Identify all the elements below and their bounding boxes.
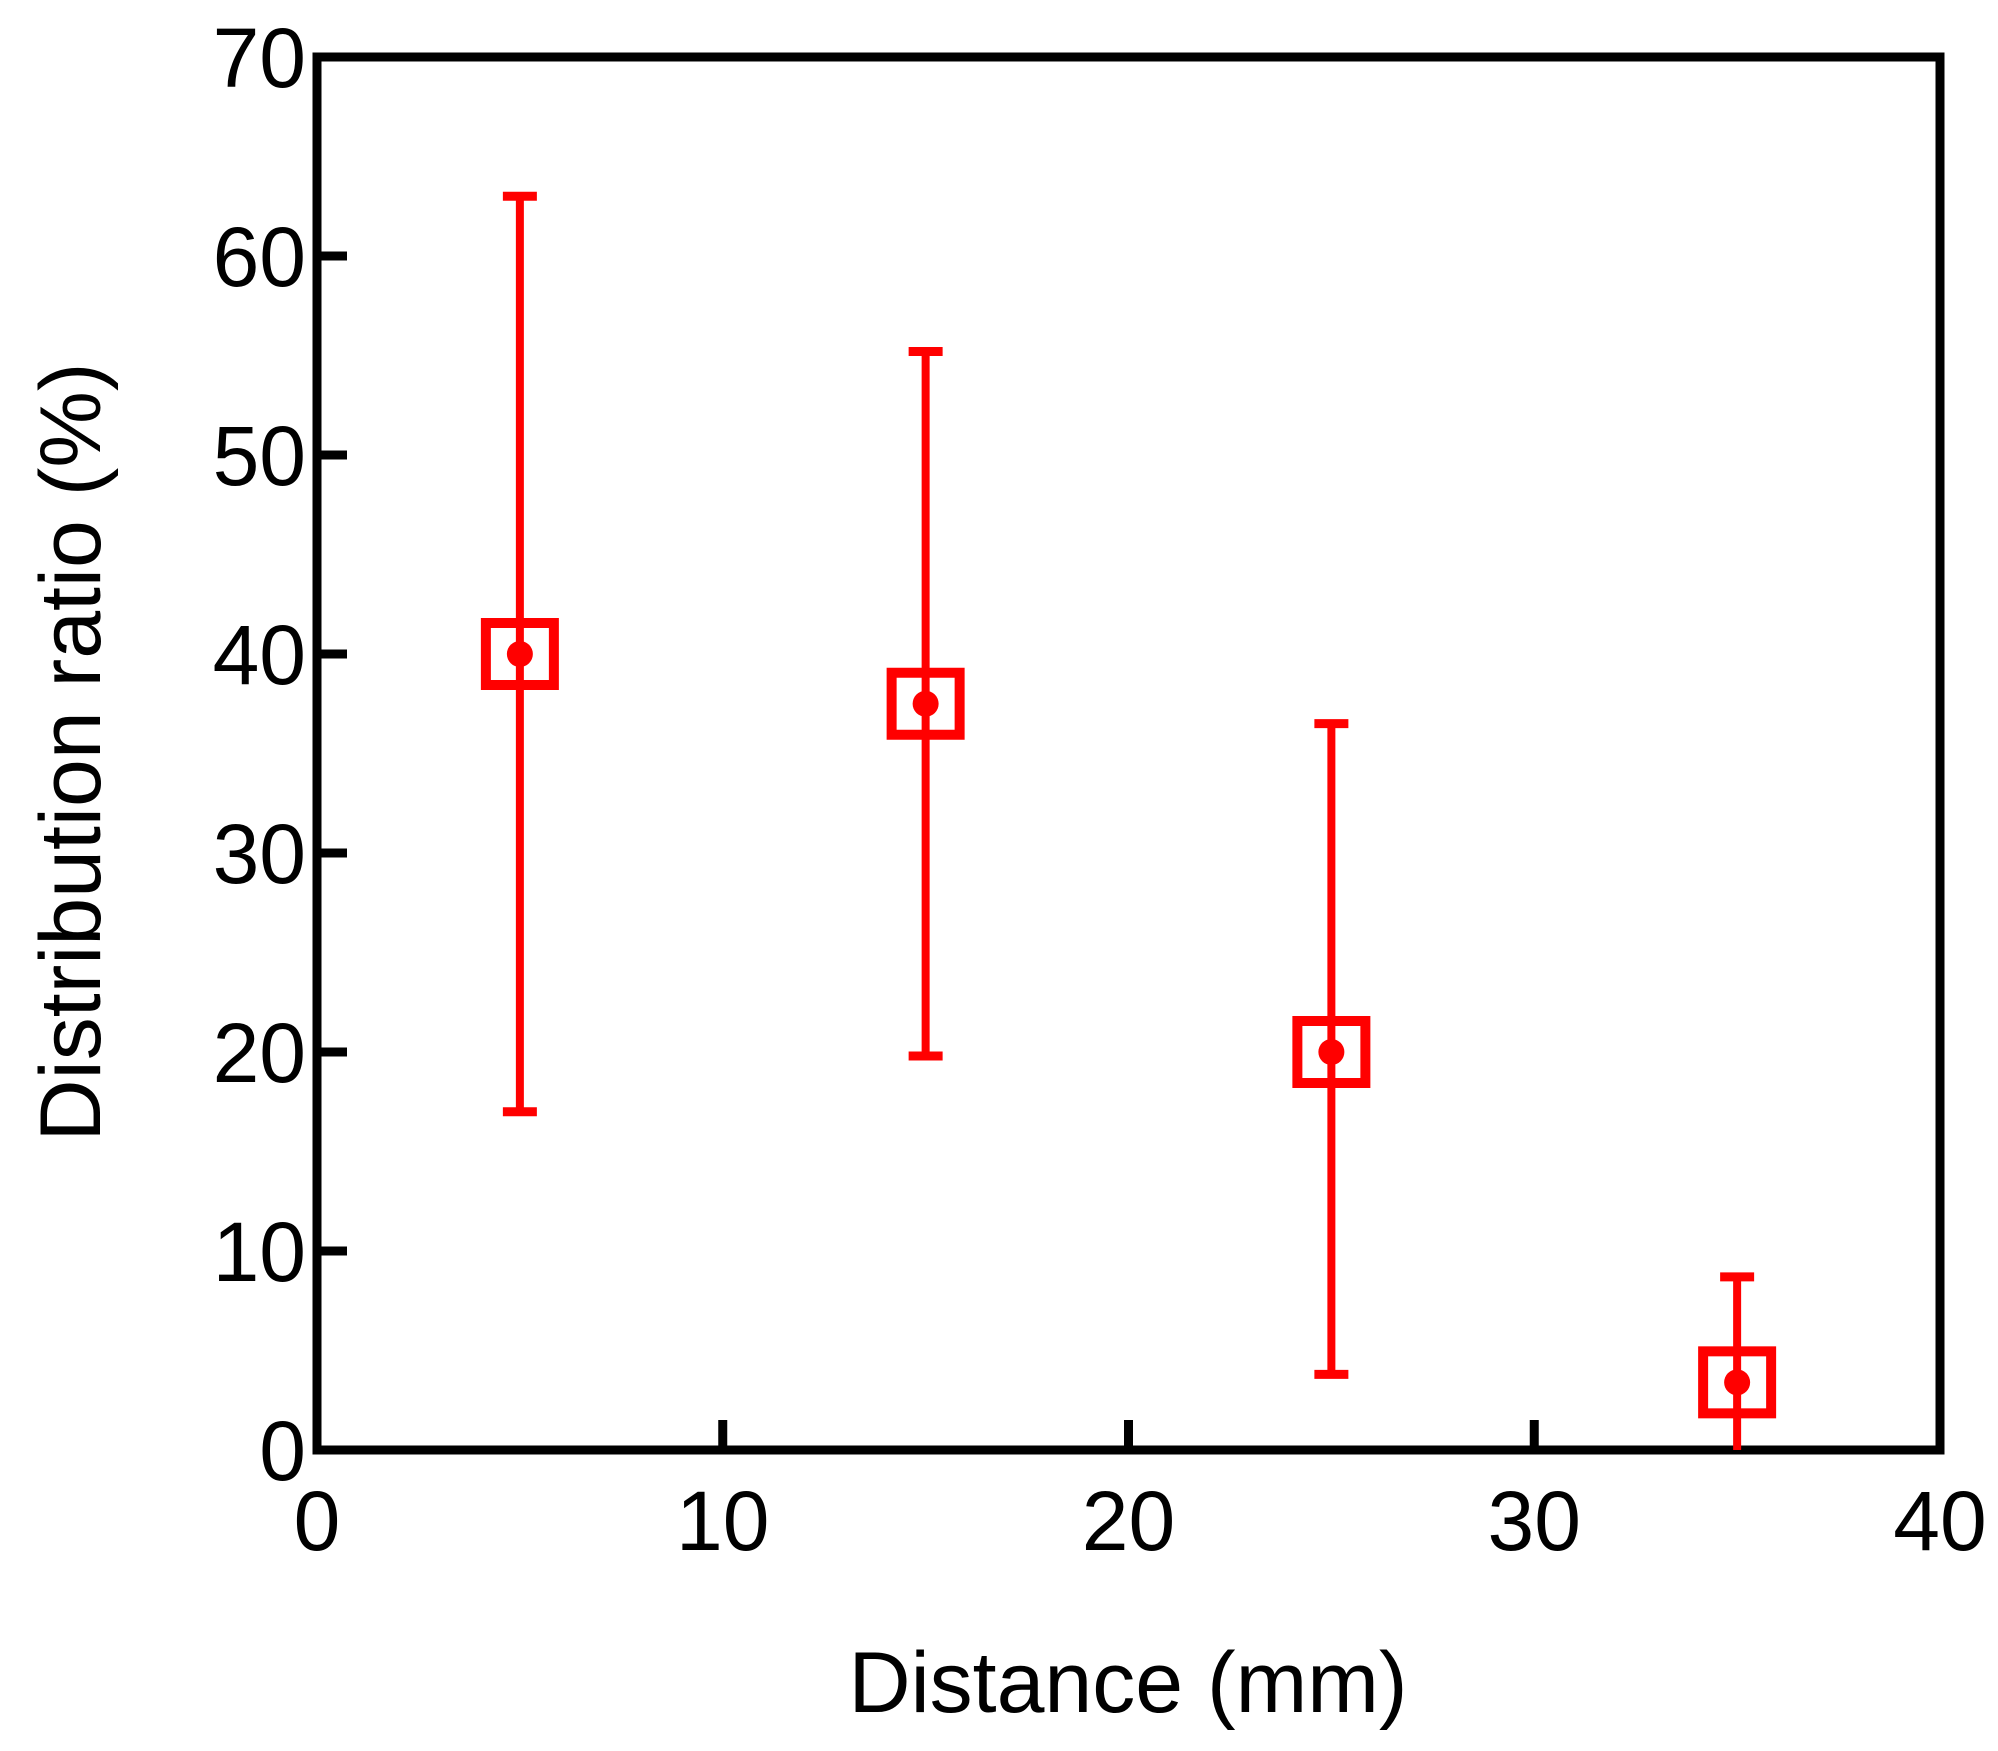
y-axis-title: Distribution ratio (%) [23, 363, 119, 1142]
plot-frame [312, 52, 1945, 1455]
y-tick-label: 50 [213, 409, 306, 503]
data-point [1292, 719, 1371, 1379]
x-axis-ticks: 0 10 20 30 40 [294, 1420, 1987, 1568]
x-tick-label: 0 [294, 1474, 341, 1568]
y-tick-label: 20 [213, 1006, 306, 1100]
dot-marker-icon [1318, 1039, 1345, 1065]
data-series [480, 191, 1777, 1450]
square-marker-icon [886, 667, 965, 740]
y-axis-ticks: 0 10 20 30 40 50 60 70 [213, 11, 347, 1498]
dot-marker-icon [506, 641, 533, 667]
square-marker-icon [1698, 1346, 1777, 1419]
plot-border [312, 52, 1945, 1455]
dot-marker-icon [1724, 1369, 1751, 1396]
y-tick-label: 40 [213, 608, 306, 702]
y-tick-label: 0 [259, 1404, 306, 1498]
y-tick-label: 10 [213, 1205, 306, 1299]
x-tick-label: 30 [1488, 1474, 1581, 1568]
square-marker-icon [1292, 1016, 1371, 1088]
y-tick-label: 70 [213, 11, 306, 105]
x-tick-label: 40 [1893, 1474, 1986, 1568]
dot-marker-icon [912, 690, 939, 717]
x-tick-label: 20 [1082, 1474, 1175, 1568]
y-tick-label: 60 [213, 210, 306, 304]
data-point [480, 191, 559, 1117]
x-axis-title: Distance (mm) [848, 1635, 1407, 1731]
x-tick-label: 10 [676, 1474, 769, 1568]
data-point [1698, 1272, 1777, 1450]
data-point [886, 347, 965, 1061]
y-tick-label: 30 [213, 807, 306, 901]
square-marker-icon [480, 618, 559, 690]
